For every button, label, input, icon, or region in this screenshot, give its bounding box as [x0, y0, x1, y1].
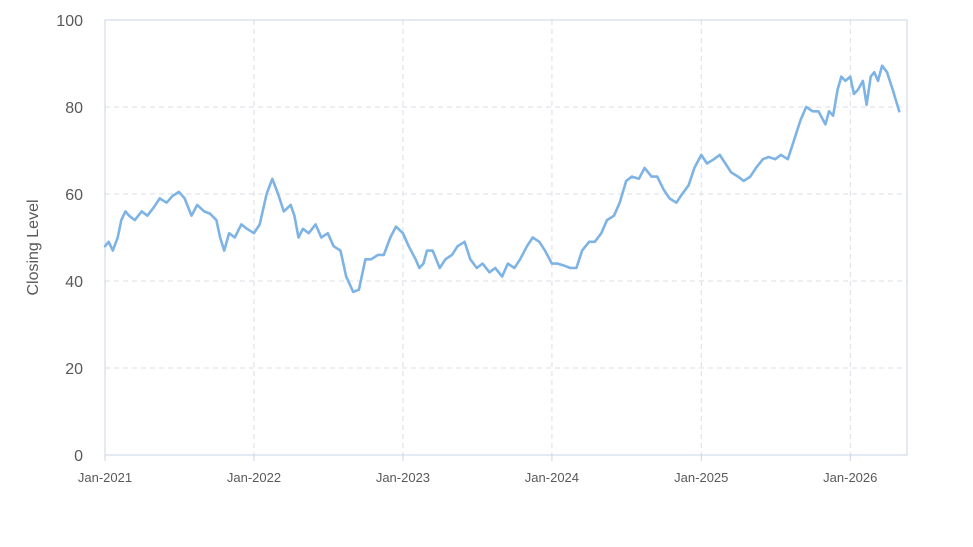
x-tick-label: Jan-2024 [525, 470, 579, 485]
y-axis-title: Closing Level [25, 199, 42, 295]
y-tick-label: 80 [65, 100, 83, 117]
y-axis-ticks: 0 20 40 60 80 100 [56, 13, 83, 465]
x-axis-ticks: Jan-2021 Jan-2022 Jan-2023 Jan-2024 Jan-2025… [78, 454, 907, 485]
y-tick-label: 100 [56, 13, 83, 30]
y-tick-label: 40 [65, 274, 83, 291]
series-group [103, 64, 901, 294]
y-tick-label: 20 [65, 361, 83, 378]
plot-area-border [104, 19, 908, 456]
x-tick-label: Jan-2025 [674, 470, 728, 485]
y-tick-label: 0 [74, 448, 83, 465]
x-tick-label: Jan-2022 [227, 470, 281, 485]
y-tick-label: 60 [65, 187, 83, 204]
series-line [103, 64, 901, 294]
x-tick-label: Jan-2021 [78, 470, 132, 485]
x-tick-label: Jan-2026 [823, 470, 877, 485]
x-tick-label: Jan-2023 [376, 470, 430, 485]
gridlines [104, 19, 907, 455]
